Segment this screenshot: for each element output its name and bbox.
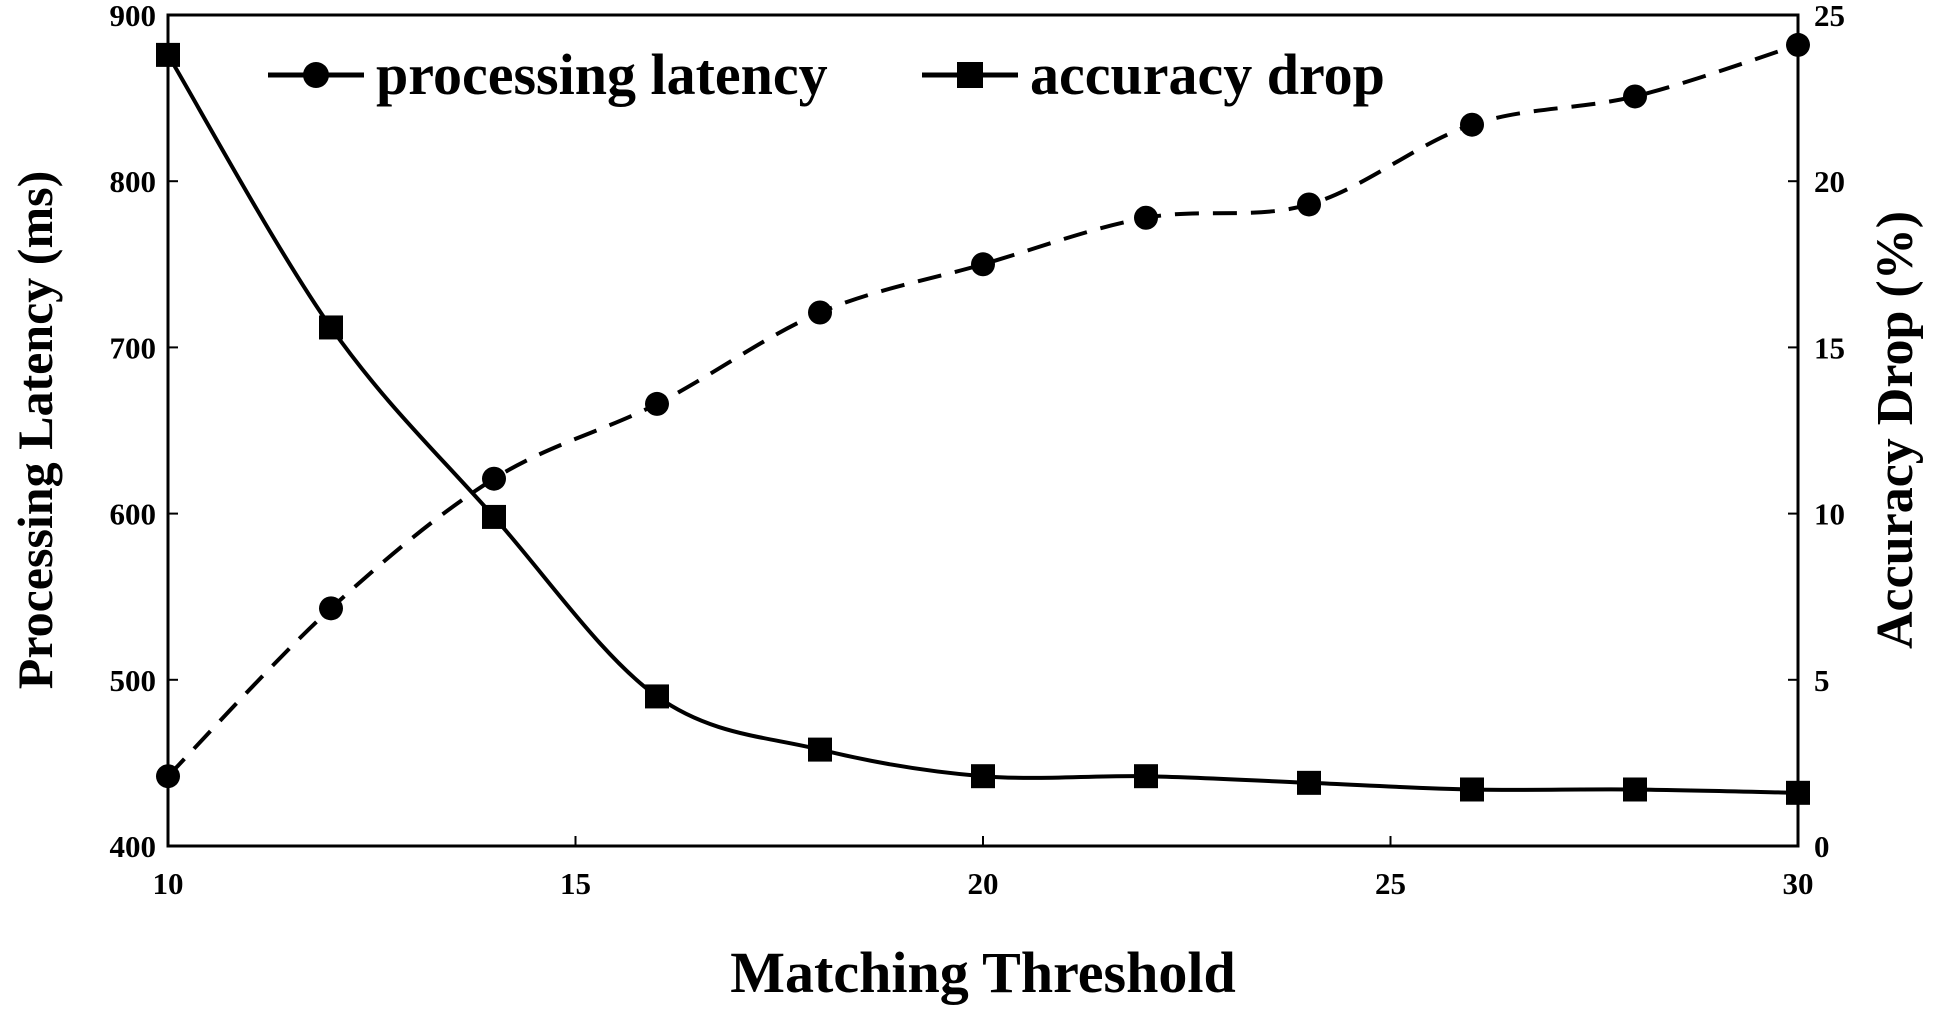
y2-tick-label-25: 25: [1814, 0, 1845, 33]
x-tick-label-25: 25: [1375, 866, 1406, 901]
data-point-processing-latency-22: [1134, 205, 1158, 230]
data-point-processing-latency-10: [156, 764, 180, 789]
x-tick-label-30: 30: [1783, 866, 1814, 901]
data-point-processing-latency-14: [482, 466, 506, 491]
y2-axis-title: Accuracy Drop (%): [1867, 211, 1924, 649]
series-layer: [156, 32, 1810, 805]
data-point-accuracy-drop-18: [808, 737, 832, 762]
legend-marker-processing-latency: [303, 62, 329, 88]
data-point-accuracy-drop-14: [482, 504, 506, 529]
data-point-processing-latency-20: [971, 252, 995, 277]
y2-tick-label-5: 5: [1814, 663, 1830, 698]
data-point-processing-latency-28: [1623, 84, 1647, 109]
series-processing-latency: [156, 32, 1810, 789]
data-point-accuracy-drop-24: [1297, 770, 1321, 795]
x-tick-label-15: 15: [560, 866, 591, 901]
series-accuracy-drop: [156, 42, 1810, 805]
legend-marker-accuracy-drop: [957, 62, 983, 88]
data-point-processing-latency-26: [1460, 112, 1484, 137]
y-tick-label-500: 500: [110, 663, 157, 698]
series-line-processing-latency: [166, 42, 1799, 778]
y2-tick-label-0: 0: [1814, 829, 1830, 864]
data-point-accuracy-drop-26: [1460, 777, 1484, 802]
y2-tick-label-10: 10: [1814, 497, 1845, 532]
ticks-layer: 10 15 20 25 30 400 500 600 700 800 900 0 5 10 15 20 25: [110, 0, 1846, 901]
data-point-accuracy-drop-30: [1786, 780, 1810, 805]
y-axis-title: Processing Latency (ms): [7, 171, 63, 689]
data-point-accuracy-drop-12: [319, 315, 343, 340]
data-point-processing-latency-12: [319, 596, 343, 621]
y2-tick-label-20: 20: [1814, 164, 1845, 199]
y-tick-label-900: 900: [110, 0, 157, 33]
y-tick-label-800: 800: [110, 164, 157, 199]
plot-area-frame: [166, 13, 1800, 848]
y-tick-label-400: 400: [110, 829, 157, 864]
x-axis-title: Matching Threshold: [730, 940, 1235, 1005]
y-tick-label-700: 700: [110, 330, 157, 365]
y-tick-label-600: 600: [110, 497, 157, 532]
data-point-processing-latency-16: [645, 391, 669, 416]
legend-label-accuracy-drop: accuracy drop: [1030, 42, 1385, 107]
data-point-accuracy-drop-10: [156, 42, 180, 67]
legend: processing latency accuracy drop: [268, 42, 1385, 107]
x-tick-label-20: 20: [968, 866, 999, 901]
data-point-accuracy-drop-16: [645, 684, 669, 709]
data-point-accuracy-drop-28: [1623, 777, 1647, 802]
y2-tick-label-15: 15: [1814, 330, 1845, 365]
data-point-processing-latency-18: [808, 300, 832, 325]
data-point-processing-latency-24: [1297, 192, 1321, 217]
data-point-processing-latency-30: [1786, 32, 1810, 57]
x-tick-label-10: 10: [153, 866, 184, 901]
data-point-accuracy-drop-20: [971, 764, 995, 789]
legend-label-processing-latency: processing latency: [376, 42, 828, 107]
series-line-accuracy-drop: [166, 53, 1799, 795]
data-point-accuracy-drop-22: [1134, 764, 1158, 789]
